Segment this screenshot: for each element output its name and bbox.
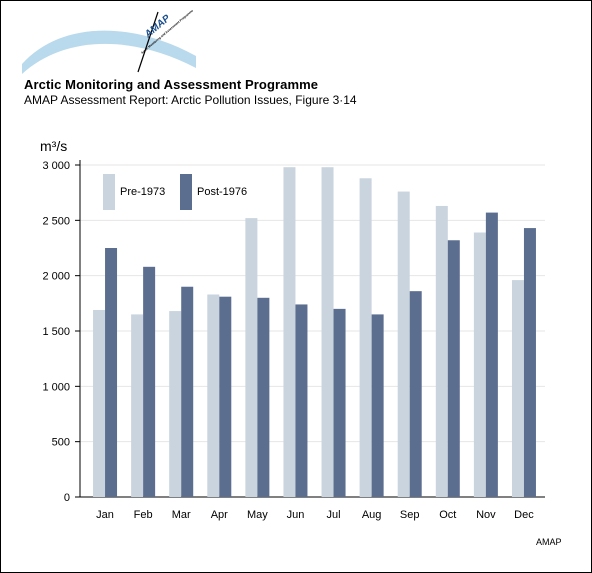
bar-post-1976 (485, 212, 498, 497)
bar-pre-1973 (473, 232, 486, 498)
x-tick-label: Jul (327, 509, 341, 521)
bar-post-1976 (257, 297, 270, 497)
x-tick-label: Mar (172, 509, 191, 521)
legend-label-pre-1973: Pre-1973 (120, 186, 165, 198)
legend-swatch-post-1976 (180, 174, 192, 210)
x-tick-label: Jun (287, 509, 305, 521)
y-tick-label: 2 500 (42, 215, 70, 227)
report-title: AMAP Assessment Report: Arctic Pollution… (24, 93, 357, 107)
x-tick-label: Sep (400, 509, 420, 521)
bar-pre-1973 (245, 218, 258, 497)
x-tick-label: Feb (134, 509, 153, 521)
legend-label-post-1976: Post-1976 (197, 186, 247, 198)
logo-slash (137, 11, 159, 73)
bar-pre-1973 (93, 309, 106, 497)
logo-arc (22, 30, 196, 74)
x-tick-label: May (247, 509, 268, 521)
bar-post-1976 (295, 304, 308, 497)
x-tick-label: Nov (476, 509, 496, 521)
amap-logo: AMAP Arctic Monitoring and Assessment Pr… (22, 8, 196, 74)
bar-pre-1973 (359, 178, 372, 497)
bar-post-1976 (523, 228, 536, 497)
y-tick-label: 3 000 (42, 160, 70, 172)
y-tick-label: 1 000 (42, 381, 70, 393)
bar-pre-1973 (169, 311, 182, 497)
y-axis-label: m³/s (40, 138, 67, 154)
bar-pre-1973 (131, 314, 144, 497)
x-tick-label: Oct (439, 509, 456, 521)
bar-pre-1973 (435, 205, 448, 498)
y-tick-label: 2 000 (42, 271, 70, 283)
bar-post-1976 (105, 248, 118, 497)
x-tick-label: Apr (211, 509, 228, 521)
bar-post-1976 (371, 314, 384, 497)
bar-pre-1973 (207, 294, 220, 497)
y-tick-label: 0 (64, 492, 70, 504)
x-tick-label: Aug (362, 509, 382, 521)
x-tick-label: Dec (514, 509, 534, 521)
legend-swatch-pre-1973 (103, 174, 115, 210)
bar-post-1976 (333, 308, 346, 497)
footer-credit: AMAP (536, 537, 562, 547)
bar-pre-1973 (511, 280, 524, 497)
bar-pre-1973 (397, 191, 410, 497)
bar-pre-1973 (283, 167, 296, 498)
y-tick-label: 500 (52, 437, 70, 449)
bar-post-1976 (143, 266, 156, 497)
bar-post-1976 (447, 240, 460, 497)
bar-post-1976 (219, 296, 232, 497)
x-tick-label: Jan (96, 509, 114, 521)
bar-post-1976 (181, 286, 194, 497)
bar-pre-1973 (321, 167, 334, 498)
bar-post-1976 (409, 291, 422, 497)
y-tick-label: 1 500 (42, 326, 70, 338)
org-title: Arctic Monitoring and Assessment Program… (24, 77, 319, 92)
